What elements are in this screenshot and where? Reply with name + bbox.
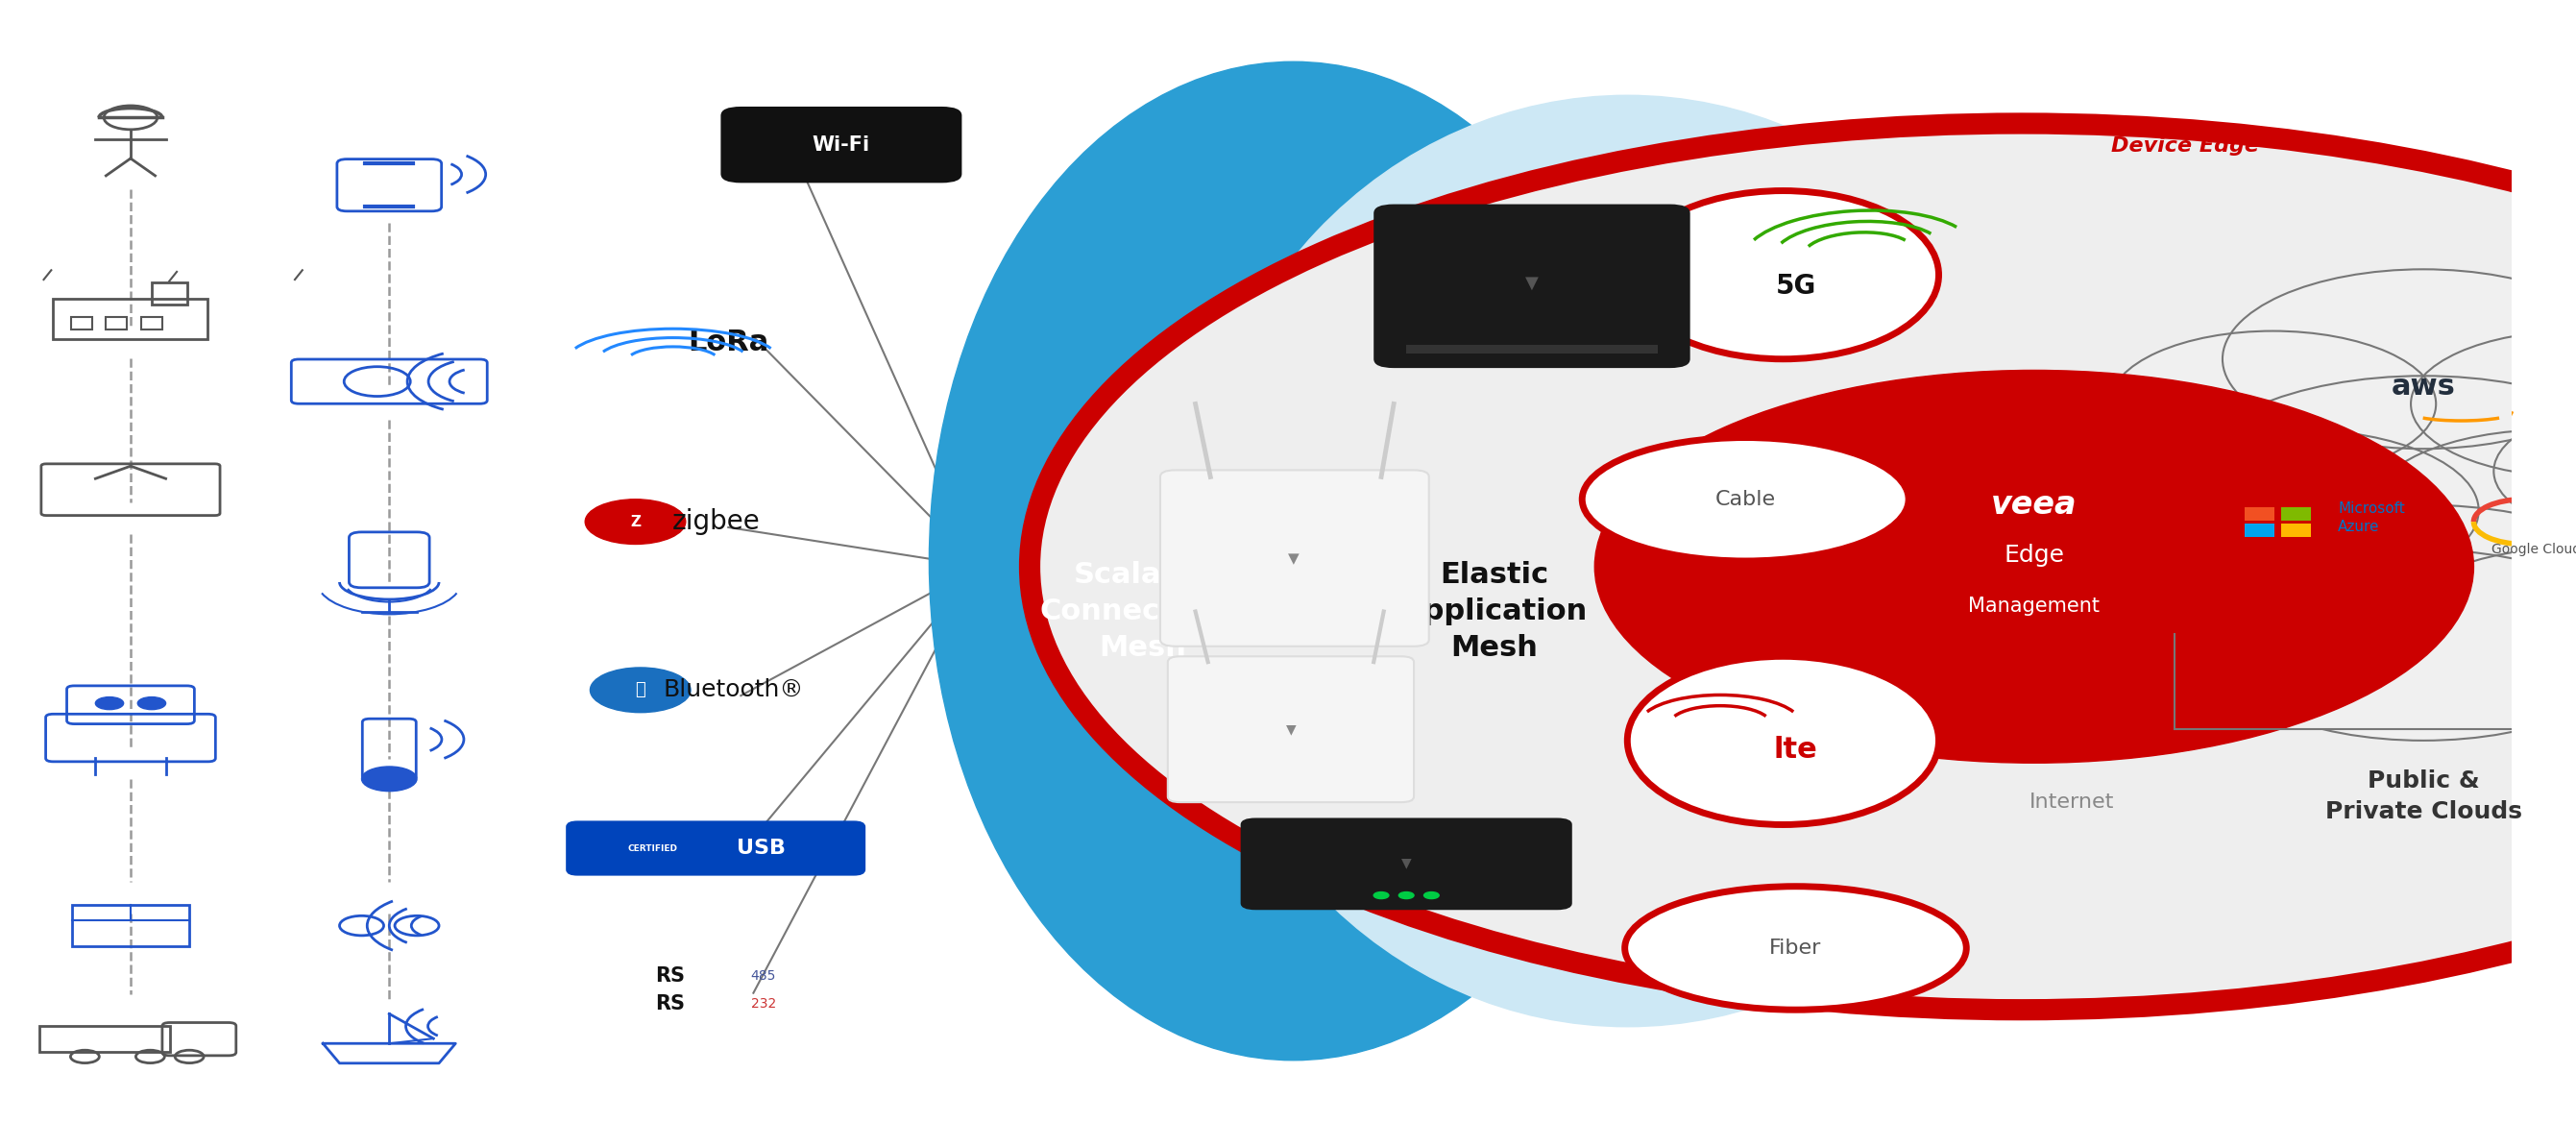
Bar xyxy=(2174,572,2576,729)
Text: RS: RS xyxy=(657,966,685,986)
Text: ▼: ▼ xyxy=(1288,552,1298,565)
Text: Cable: Cable xyxy=(1716,489,1775,509)
Circle shape xyxy=(2210,550,2576,741)
Circle shape xyxy=(585,499,685,544)
Circle shape xyxy=(2367,430,2576,591)
Text: RS: RS xyxy=(657,994,685,1014)
Circle shape xyxy=(137,697,165,709)
Text: Public &
Private Clouds: Public & Private Clouds xyxy=(2326,770,2522,824)
Bar xyxy=(1406,344,1656,353)
Text: Fiber: Fiber xyxy=(1770,938,1821,958)
Circle shape xyxy=(1030,123,2576,1010)
Circle shape xyxy=(2092,548,2452,709)
Bar xyxy=(72,905,191,946)
Bar xyxy=(142,318,162,330)
Text: LoRa: LoRa xyxy=(688,329,768,356)
Text: Google Cloud: Google Cloud xyxy=(2491,543,2576,557)
Ellipse shape xyxy=(930,62,1656,1060)
Bar xyxy=(106,318,126,330)
Text: Device Edge: Device Edge xyxy=(2110,136,2259,156)
Ellipse shape xyxy=(1582,438,1909,561)
Text: veea: veea xyxy=(1991,489,2076,521)
Bar xyxy=(39,1026,170,1052)
Text: Z: Z xyxy=(631,515,641,528)
Text: ▼: ▼ xyxy=(1525,274,1538,292)
Text: 5G: 5G xyxy=(1775,273,1816,300)
Text: aws: aws xyxy=(2391,374,2455,401)
Text: ▼: ▼ xyxy=(1285,723,1296,736)
Text: Scalable
Connectivity
Mesh: Scalable Connectivity Mesh xyxy=(1038,561,1247,662)
Text: Wi-Fi: Wi-Fi xyxy=(811,135,871,155)
Circle shape xyxy=(2184,376,2576,589)
Bar xyxy=(70,318,93,330)
Ellipse shape xyxy=(1188,95,2066,1027)
FancyBboxPatch shape xyxy=(1159,470,1430,646)
Text: lte: lte xyxy=(1775,736,1819,763)
FancyBboxPatch shape xyxy=(1373,204,1690,368)
Bar xyxy=(2280,507,2311,521)
Bar xyxy=(152,283,188,305)
FancyBboxPatch shape xyxy=(567,822,863,874)
Bar xyxy=(54,298,209,339)
Circle shape xyxy=(2110,331,2437,477)
Text: 485: 485 xyxy=(750,969,775,983)
Circle shape xyxy=(2494,404,2576,539)
Text: Microsoft
Azure: Microsoft Azure xyxy=(2339,502,2406,534)
Text: CERTIFIED: CERTIFIED xyxy=(629,844,677,853)
Bar xyxy=(2280,523,2311,536)
Circle shape xyxy=(1425,892,1440,899)
Bar xyxy=(2244,507,2275,521)
Circle shape xyxy=(2223,269,2576,449)
Ellipse shape xyxy=(1628,191,1940,359)
Text: USB: USB xyxy=(737,838,786,858)
Text: Elastic
Application
Mesh: Elastic Application Mesh xyxy=(1401,561,1587,662)
Ellipse shape xyxy=(1625,886,1965,1010)
Circle shape xyxy=(1399,892,1414,899)
Circle shape xyxy=(590,668,690,712)
Circle shape xyxy=(1373,892,1388,899)
Circle shape xyxy=(361,766,417,791)
Circle shape xyxy=(1595,370,2473,763)
Text: ᛒ: ᛒ xyxy=(636,681,647,699)
Circle shape xyxy=(2050,404,2352,539)
Circle shape xyxy=(95,697,124,709)
Text: ▼: ▼ xyxy=(1401,856,1412,870)
Text: Bluetooth®: Bluetooth® xyxy=(662,679,804,701)
Text: zigbee: zigbee xyxy=(672,508,760,535)
FancyBboxPatch shape xyxy=(721,107,961,183)
Circle shape xyxy=(2184,505,2576,718)
Circle shape xyxy=(2411,331,2576,477)
Circle shape xyxy=(2117,430,2478,591)
Text: 232: 232 xyxy=(750,997,775,1011)
FancyBboxPatch shape xyxy=(1167,656,1414,802)
Text: Management: Management xyxy=(1968,596,2099,616)
Ellipse shape xyxy=(1628,656,1940,825)
FancyBboxPatch shape xyxy=(1242,818,1571,910)
Text: Edge: Edge xyxy=(2004,544,2063,567)
Bar xyxy=(2244,523,2275,536)
Text: Internet: Internet xyxy=(2030,792,2115,812)
Circle shape xyxy=(2393,548,2576,709)
